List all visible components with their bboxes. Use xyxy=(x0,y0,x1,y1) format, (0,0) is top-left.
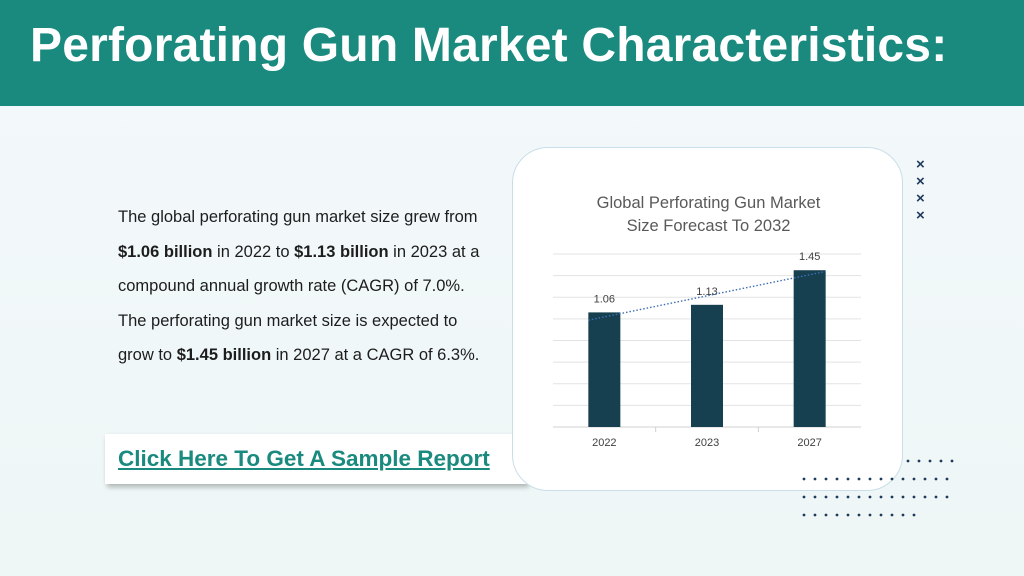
decor-dot xyxy=(934,477,938,481)
decor-dot xyxy=(846,495,850,499)
decor-dot xyxy=(912,495,916,499)
page-title: Perforating Gun Market Characteristics: xyxy=(30,19,948,72)
market-description: The global perforating gun market size g… xyxy=(118,200,488,373)
bar-2022 xyxy=(588,312,621,427)
decor-dot xyxy=(868,477,872,481)
chart-title-line-2: Size Forecast To 2032 xyxy=(626,217,791,235)
decor-dot xyxy=(890,477,894,481)
x-mark-icon: × xyxy=(916,173,925,190)
description-text-3: in 2023 at a compound annual growth rate… xyxy=(118,242,480,365)
bar-2027 xyxy=(793,270,826,427)
decor-dot xyxy=(813,513,817,517)
decor-dot xyxy=(901,495,905,499)
decor-dot xyxy=(835,477,839,481)
data-label-2027: 1.45 xyxy=(799,251,820,263)
bar-2023 xyxy=(691,304,723,427)
decor-dot xyxy=(824,495,828,499)
decorative-x-marks: × × × × xyxy=(916,156,925,224)
decor-dot xyxy=(835,513,839,517)
x-mark-icon: × xyxy=(916,156,925,173)
decor-dot xyxy=(879,477,883,481)
decor-dot xyxy=(835,495,839,499)
data-label-2022: 1.06 xyxy=(594,293,615,305)
decor-dot xyxy=(857,513,861,517)
decor-dot xyxy=(945,477,949,481)
x-mark-icon: × xyxy=(916,190,925,207)
description-text-4: in 2027 at a CAGR of 6.3%. xyxy=(271,346,480,364)
decor-dot xyxy=(906,459,910,463)
decor-dot xyxy=(813,477,817,481)
decor-dot xyxy=(868,513,872,517)
decor-dot xyxy=(857,477,861,481)
decor-dot xyxy=(802,495,806,499)
decor-dot xyxy=(923,477,927,481)
x-tick-label-2022: 2022 xyxy=(592,437,616,449)
description-text-2: in 2022 to xyxy=(212,242,295,261)
sample-report-link[interactable]: Click Here To Get A Sample Report xyxy=(118,446,490,471)
sample-report-box: Click Here To Get A Sample Report xyxy=(105,434,527,484)
decor-dot xyxy=(945,495,949,499)
decor-dot xyxy=(923,495,927,499)
decor-dot xyxy=(912,477,916,481)
decor-dot xyxy=(901,477,905,481)
decor-dot xyxy=(928,459,932,463)
value-2023: $1.13 billion xyxy=(294,242,389,261)
decor-dot xyxy=(950,459,954,463)
decor-dot xyxy=(846,477,850,481)
data-label-2023: 1.13 xyxy=(696,286,717,298)
decor-dot xyxy=(879,513,883,517)
value-2027: $1.45 billion xyxy=(176,346,272,364)
chart-title: Global Perforating Gun Market Size Forec… xyxy=(513,192,904,238)
decor-dot xyxy=(846,513,850,517)
decorative-dot-grid xyxy=(802,459,954,517)
decor-dot xyxy=(934,495,938,499)
decor-dot xyxy=(824,477,828,481)
decor-dot xyxy=(824,513,828,517)
chart-title-line-1: Global Perforating Gun Market xyxy=(596,194,821,212)
decor-dot xyxy=(890,495,894,499)
header-banner: Perforating Gun Market Characteristics: xyxy=(0,0,1024,106)
decor-dot xyxy=(890,513,894,517)
description-text-1: The global perforating gun market size g… xyxy=(118,208,478,226)
decor-dot xyxy=(912,513,916,517)
decor-dot xyxy=(813,495,817,499)
value-2022: $1.06 billion xyxy=(118,242,213,261)
x-tick-label-2027: 2027 xyxy=(797,437,821,449)
x-tick-label-2023: 2023 xyxy=(695,437,719,449)
decor-dot xyxy=(879,495,883,499)
decor-dot xyxy=(917,459,921,463)
decor-dot xyxy=(802,477,806,481)
chart-card: Global Perforating Gun Market Size Forec… xyxy=(512,147,903,491)
bar-chart: 1.06 2022 1.13 2023 1.45 2027 xyxy=(553,251,861,449)
decor-dot xyxy=(868,495,872,499)
decor-dot xyxy=(802,513,806,517)
decor-dot xyxy=(857,495,861,499)
decor-dot xyxy=(939,459,943,463)
x-mark-icon: × xyxy=(916,207,925,224)
decor-dot xyxy=(901,513,905,517)
